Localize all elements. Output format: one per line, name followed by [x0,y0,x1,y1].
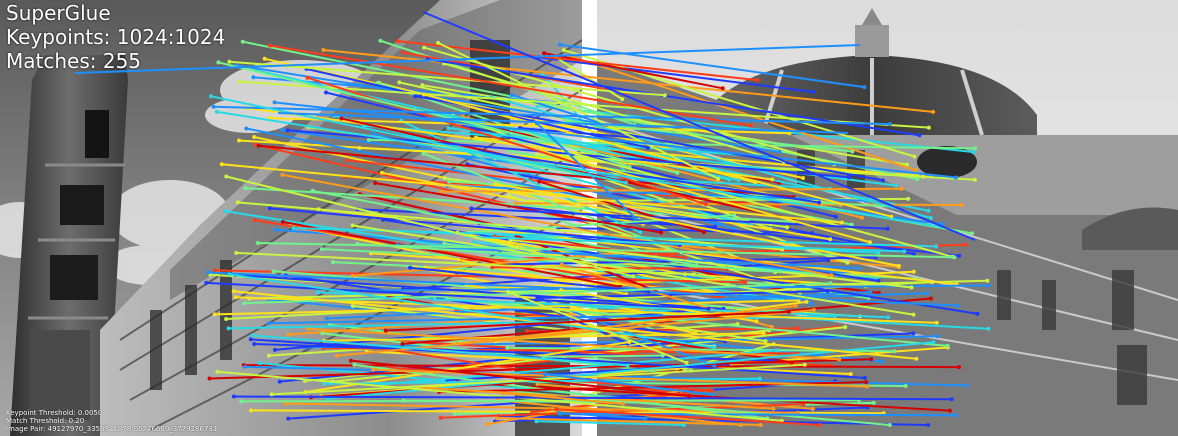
match-threshold-text: Match Threshold: 0.20 [6,417,85,425]
matches-label: Matches: [6,49,97,73]
matches-count: Matches: 255 [6,49,141,73]
keypoint-threshold-text: Keypoint Threshold: 0.0050 [6,409,103,417]
image-divider [582,0,597,436]
keypoints-count: Keypoints: 1024:1024 [6,25,225,49]
right-photo [597,0,1178,436]
method-title: SuperGlue [6,1,111,25]
keypoints-value: 1024:1024 [116,25,226,49]
image-pair-text: Image Pair: 49127970_3356341878:05246669… [6,425,218,433]
matches-value: 255 [102,49,142,73]
bell-tower [10,55,128,436]
keypoints-label: Keypoints: [6,25,111,49]
right-image-cathedral-dome [597,0,1178,436]
